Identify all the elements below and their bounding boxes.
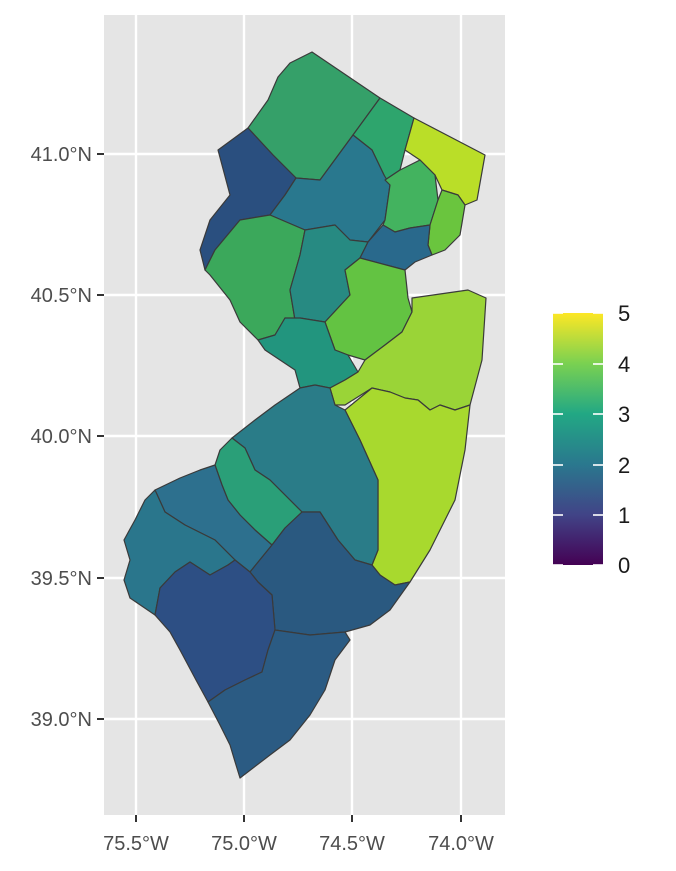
legend-label: 3 [618, 402, 630, 427]
legend-ticks [553, 312, 603, 566]
y-tick-label: 39.5°N [31, 568, 92, 590]
legend-colorbar [553, 313, 603, 565]
y-tick-label: 39.0°N [31, 709, 92, 731]
legend-label: 2 [618, 453, 630, 478]
county-cape-may[interactable] [207, 629, 351, 779]
y-tick-label: 40.5°N [31, 285, 92, 307]
counties [123, 51, 487, 779]
x-tick-label: 75.0°W [211, 833, 277, 855]
y-tick-label: 40.0°N [31, 426, 92, 448]
x-tick-label: 74.5°W [319, 833, 385, 855]
legend-label: 5 [618, 301, 630, 326]
legend-label: 4 [618, 352, 630, 377]
legend: 5 4 3 2 1 0 [553, 301, 630, 578]
x-tick-label: 74.0°W [428, 833, 494, 855]
legend-label: 1 [618, 503, 630, 528]
legend-label: 0 [618, 553, 630, 578]
axis-ticks [97, 153, 462, 822]
x-tick-label: 75.5°W [103, 833, 169, 855]
y-tick-label: 41.0°N [31, 144, 92, 166]
county-hudson[interactable] [427, 189, 466, 256]
